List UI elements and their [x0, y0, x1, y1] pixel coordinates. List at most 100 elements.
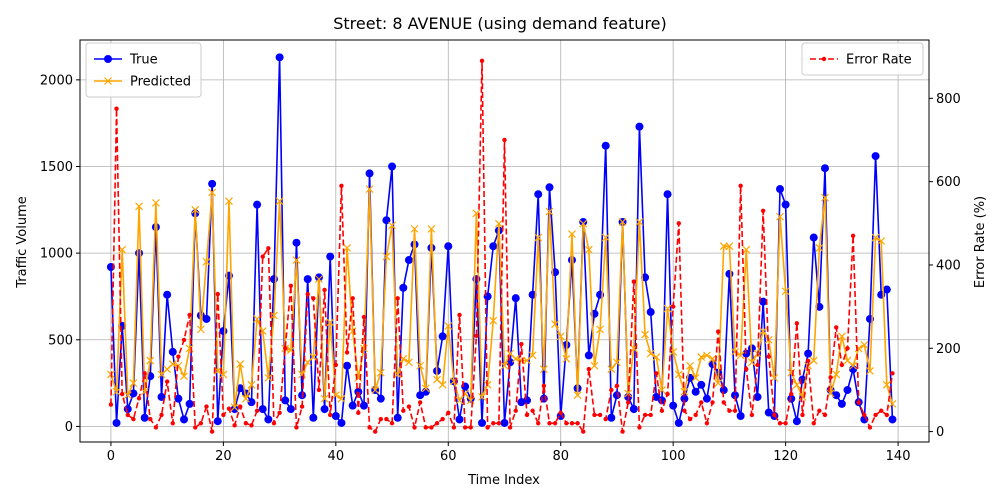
- data-point: [866, 367, 874, 375]
- data-point: [747, 358, 756, 367]
- data-point: [832, 370, 841, 379]
- data-point: [524, 412, 530, 418]
- legend-box: [801, 42, 924, 76]
- data-point: [603, 416, 608, 422]
- data-point: [326, 252, 335, 261]
- data-point: [114, 106, 119, 111]
- data-point: [607, 365, 616, 374]
- data-point: [513, 408, 518, 413]
- data-point: [519, 341, 524, 347]
- data-point: [635, 218, 644, 226]
- data-point: [820, 164, 829, 173]
- data-point: [236, 384, 245, 393]
- data-point: [759, 297, 768, 306]
- data-point: [209, 429, 215, 434]
- data-point: [193, 425, 198, 430]
- data-point: [393, 413, 402, 422]
- data-point: [697, 380, 706, 389]
- legend-left: True Predicted: [85, 42, 202, 98]
- data-point: [637, 425, 642, 430]
- data-point: [837, 399, 846, 408]
- data-point: [755, 362, 760, 368]
- y2-tick-label: 200: [936, 342, 961, 357]
- x-tick-label: 0: [107, 449, 115, 464]
- data-point: [478, 418, 487, 427]
- data-point: [429, 425, 434, 430]
- data-point: [642, 412, 648, 418]
- x-tick-label: 140: [886, 449, 911, 464]
- data-point: [129, 379, 138, 388]
- data-point: [697, 353, 706, 362]
- data-point: [612, 391, 621, 400]
- data-point: [815, 244, 824, 252]
- y2-tick-label: 800: [936, 92, 961, 107]
- data-point: [699, 400, 704, 405]
- data-point: [646, 349, 655, 358]
- data-point: [670, 304, 676, 309]
- data-point: [809, 233, 818, 242]
- data-point: [388, 221, 396, 230]
- data-point: [316, 387, 322, 393]
- x-tick-label: 20: [215, 449, 232, 464]
- data-point: [356, 410, 361, 416]
- data-point: [238, 404, 243, 409]
- data-point: [873, 412, 878, 418]
- data-point: [511, 294, 520, 303]
- data-point: [343, 361, 352, 370]
- data-point: [309, 353, 318, 362]
- data-point: [652, 353, 661, 362]
- data-point: [281, 396, 290, 405]
- data-point: [359, 401, 368, 410]
- data-point: [180, 415, 189, 424]
- data-point: [590, 361, 599, 370]
- x-tick-label: 40: [328, 449, 345, 464]
- data-point: [135, 202, 143, 211]
- data-point: [821, 193, 829, 202]
- data-point: [882, 285, 891, 294]
- data-point: [163, 290, 172, 299]
- data-point: [856, 400, 861, 405]
- data-point: [564, 421, 569, 426]
- data-point: [635, 122, 644, 131]
- data-point: [271, 421, 277, 426]
- data-point: [275, 197, 284, 206]
- data-point: [625, 400, 631, 405]
- data-point: [423, 425, 428, 430]
- data-point: [614, 383, 620, 388]
- data-point: [742, 245, 751, 254]
- data-point: [573, 391, 582, 400]
- data-point: [315, 275, 323, 284]
- series-layer: [106, 53, 897, 434]
- data-point: [299, 404, 305, 409]
- data-point: [322, 287, 327, 293]
- data-point: [264, 415, 273, 424]
- data-point: [839, 362, 845, 368]
- data-point: [164, 379, 170, 384]
- data-point: [416, 361, 425, 370]
- data-point: [659, 408, 665, 413]
- data-point: [406, 404, 412, 409]
- data-point: [708, 354, 717, 363]
- data-point: [592, 412, 597, 418]
- data-point: [440, 416, 445, 422]
- data-point: [202, 257, 211, 266]
- data-point: [243, 421, 249, 426]
- legend-marker: [104, 55, 112, 63]
- data-point: [384, 416, 389, 422]
- data-point: [663, 304, 672, 313]
- axes: 0 20 40 60 80 100 120 140 0 500 1000 1500 2000 0 200 40…: [40, 39, 961, 464]
- y2-tick-label: 600: [936, 175, 961, 190]
- data-point: [845, 346, 850, 351]
- data-point: [809, 356, 818, 365]
- legend-label: True: [129, 53, 158, 68]
- data-point: [738, 183, 743, 189]
- data-point: [792, 380, 801, 389]
- data-point: [151, 198, 160, 207]
- data-point: [491, 421, 496, 426]
- data-point: [371, 386, 380, 394]
- data-point: [176, 354, 181, 359]
- legend-marker: [821, 56, 827, 62]
- data-point: [618, 218, 627, 226]
- data-point: [654, 371, 659, 376]
- data-point: [260, 254, 265, 259]
